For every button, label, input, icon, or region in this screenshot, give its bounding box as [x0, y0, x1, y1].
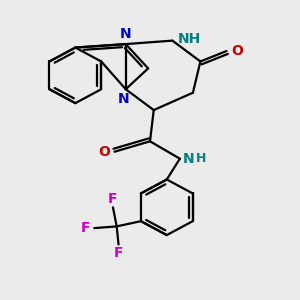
- Text: N: N: [183, 152, 194, 166]
- Text: F: F: [80, 221, 90, 235]
- Text: O: O: [231, 44, 243, 58]
- Text: N: N: [120, 27, 132, 41]
- Text: NH: NH: [178, 32, 201, 46]
- Text: F: F: [108, 192, 118, 206]
- Text: H: H: [196, 152, 206, 165]
- Text: F: F: [114, 246, 123, 260]
- Text: N: N: [118, 92, 130, 106]
- Text: O: O: [98, 145, 110, 159]
